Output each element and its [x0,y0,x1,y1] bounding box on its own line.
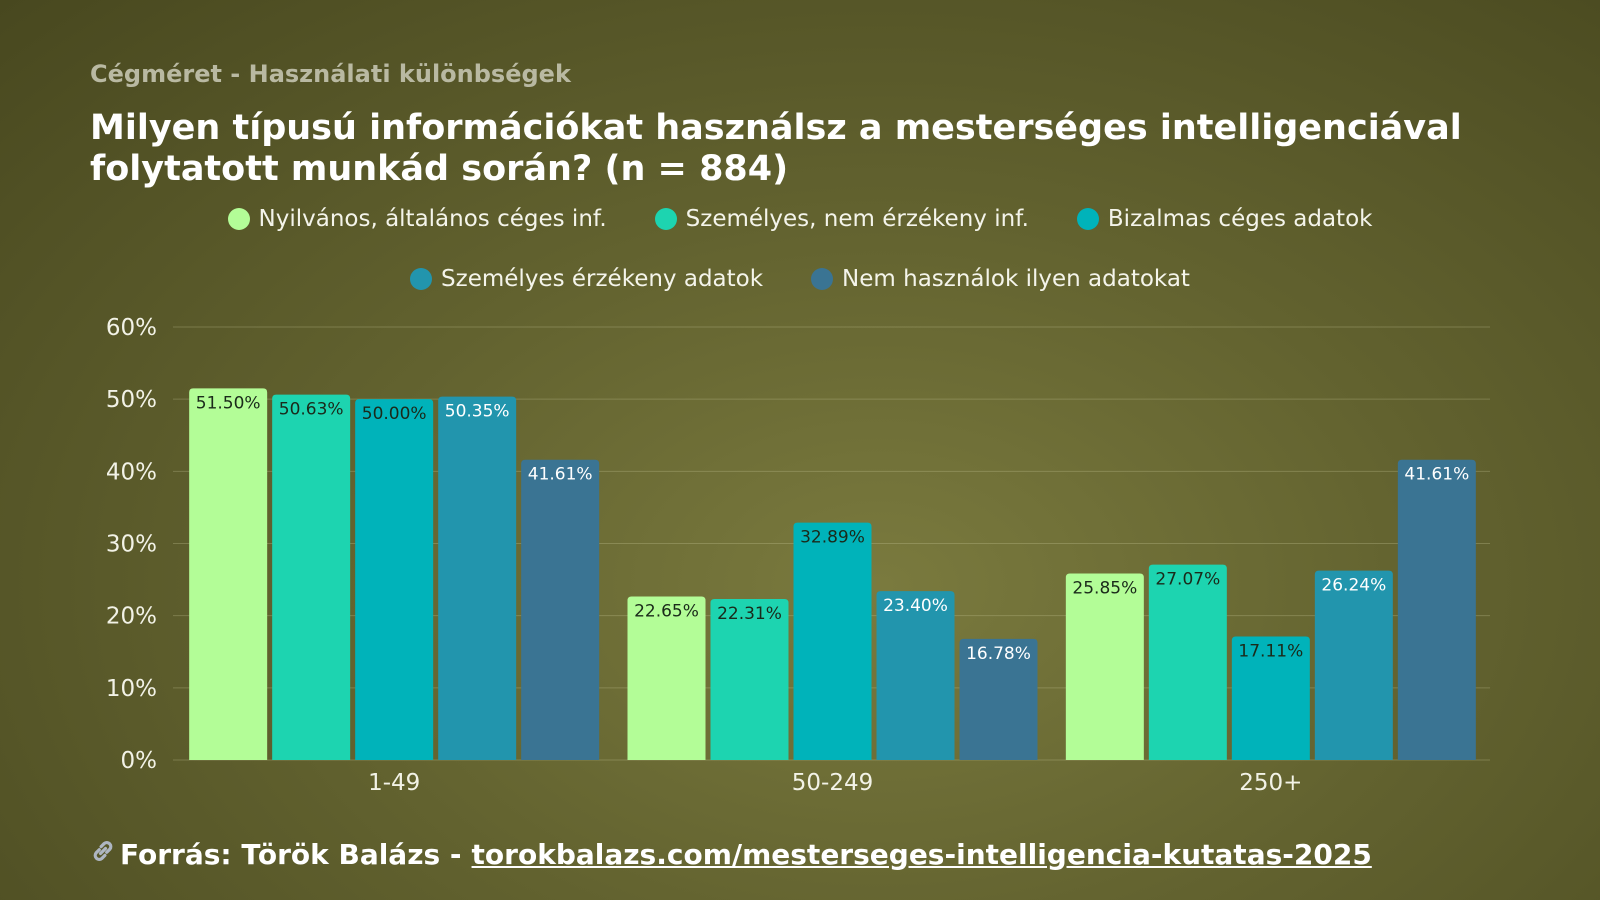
data-label: 17.11% [1238,642,1303,662]
data-label: 41.61% [528,465,593,485]
data-label: 22.65% [634,602,699,622]
data-label: 22.31% [717,604,782,624]
legend-label: Nem használok ilyen adatokat [842,266,1190,292]
data-label: 51.50% [196,393,261,413]
legend-label: Nyilvános, általános céges inf. [258,206,607,232]
legend-label: Személyes, nem érzékeny inf. [685,206,1029,232]
x-tick-label: 250+ [1239,770,1302,796]
legend-label: Bizalmas céges adatok [1107,206,1373,232]
y-tick-label: 20% [106,604,157,630]
bar [438,396,517,760]
data-label: 50.00% [362,404,427,424]
data-label: 26.24% [1321,576,1386,596]
legend-dot [1076,208,1099,230]
bar [272,394,351,760]
bar [627,596,706,760]
bar [1231,636,1310,760]
legend-row-2: Személyes érzékeny adatok Nem használok … [0,266,1600,292]
bar [355,399,434,760]
bar [959,638,1038,760]
legend-label: Személyes érzékeny adatok [441,266,764,292]
data-label: 32.89% [800,528,865,548]
bar [876,591,955,760]
chart-title: Milyen típusú információkat használsz a … [90,108,1462,189]
data-label: 50.63% [279,400,344,420]
data-label: 25.85% [1072,578,1137,598]
legend-dot [811,268,834,290]
legend-dot [654,208,677,230]
source-label: Forrás: Török Balázs - [120,838,462,871]
bar [793,522,872,760]
y-tick-label: 10% [106,676,157,702]
legend-item-nyilvanos: Nyilvános, általános céges inf. [227,206,607,232]
legend-item-szemelyes-nem-erzekeny: Személyes, nem érzékeny inf. [654,206,1029,232]
y-tick-label: 50% [106,387,157,413]
y-tick-label: 30% [106,532,157,558]
bar [521,459,600,760]
y-tick-label: 60% [106,315,157,341]
bar [710,598,789,760]
data-label: 41.61% [1404,465,1469,485]
link-icon [88,836,118,873]
y-tick-label: 40% [106,459,157,485]
legend-item-szemelyes-erzekeny: Személyes érzékeny adatok [410,266,763,292]
x-tick-label: 50-249 [792,770,873,796]
data-label: 27.07% [1155,570,1220,590]
legend-item-nem-hasznalok: Nem használok ilyen adatokat [811,266,1190,292]
legend-dot [227,208,250,230]
source-link[interactable]: torokbalazs.com/mesterseges-intelligenci… [471,838,1372,871]
bar [1397,459,1476,760]
chart-subtitle: Cégméret - Használati különbségek [90,60,571,88]
data-label: 23.40% [883,596,948,616]
data-label: 50.35% [445,402,510,422]
source-line: Forrás: Török Balázs - torokbalazs.com/m… [88,836,1372,873]
bar [189,388,268,760]
bar [1065,573,1144,760]
x-tick-label: 1-49 [368,770,420,796]
legend-row-1: Nyilvános, általános céges inf. Személye… [0,206,1600,232]
legend-item-bizalmas: Bizalmas céges adatok [1076,206,1373,232]
data-label: 16.78% [966,644,1031,664]
y-tick-label: 0% [121,748,158,774]
legend-dot [410,268,433,290]
bar [1314,570,1393,760]
bar [1148,564,1227,760]
